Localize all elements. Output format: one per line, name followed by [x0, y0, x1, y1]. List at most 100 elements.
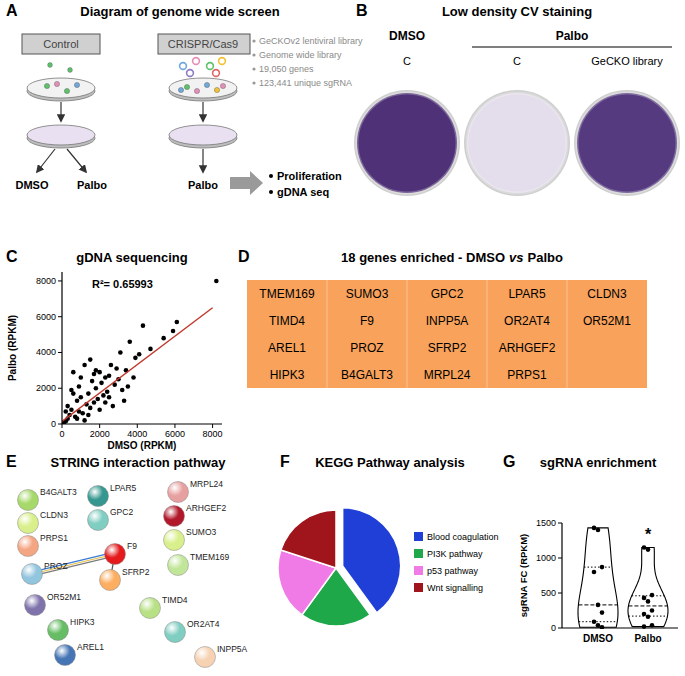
point	[71, 391, 76, 396]
gene: CLDN3	[587, 287, 627, 301]
library-info: 123,441 unique sgRNA	[259, 78, 352, 88]
cell	[214, 87, 219, 92]
gene: PROZ	[350, 341, 383, 355]
well-rim	[464, 90, 570, 196]
point	[126, 384, 131, 389]
node-label: ARHGEF2	[186, 503, 226, 513]
table-divider	[487, 280, 488, 388]
point	[77, 384, 82, 389]
node	[18, 536, 39, 557]
panel-label: D	[238, 248, 250, 265]
node-label: TIMD4	[162, 595, 188, 605]
legend-label: Blood coagulation	[427, 532, 499, 542]
node	[25, 595, 46, 616]
panel-label: G	[503, 453, 515, 470]
node-label: PROZ	[44, 561, 68, 571]
y-tick	[58, 280, 62, 281]
quartile-line	[579, 621, 618, 622]
point	[88, 357, 93, 362]
violin	[628, 548, 668, 627]
group-header: Palbo	[556, 29, 589, 43]
y-tick	[58, 352, 62, 353]
y-tick-label: 0	[551, 623, 556, 633]
point	[642, 624, 647, 629]
x-tick-label: 2000	[90, 429, 110, 439]
point	[122, 398, 127, 403]
cell	[44, 83, 49, 88]
point	[646, 547, 651, 552]
panel-label: E	[6, 453, 17, 470]
panel-label: C	[6, 248, 18, 265]
readout: gDNA seq	[277, 186, 329, 198]
point	[79, 375, 84, 380]
point	[650, 593, 655, 598]
gene: TMEM169	[259, 287, 315, 301]
y-axis	[561, 523, 562, 628]
bullet	[252, 53, 255, 56]
point	[75, 398, 80, 403]
x-tick-label: 8000	[203, 429, 223, 439]
point	[650, 623, 655, 628]
node-label: HIPK3	[70, 617, 95, 627]
gene: PRPS1	[507, 368, 547, 382]
title-part: vs	[509, 250, 523, 265]
plot-area	[578, 526, 668, 629]
panel-label: F	[280, 453, 290, 470]
quartile-line	[584, 567, 612, 568]
well-rim	[574, 90, 680, 196]
box-label: Control	[43, 38, 78, 50]
point	[137, 352, 142, 357]
well-rim	[354, 90, 460, 196]
y-tick-label: 1000	[536, 553, 556, 563]
fit-line	[62, 308, 213, 422]
point	[101, 393, 106, 398]
x-axis	[62, 423, 222, 424]
point	[646, 615, 651, 620]
gene: F9	[360, 314, 374, 328]
well	[467, 93, 567, 193]
point	[596, 528, 601, 533]
point	[592, 619, 597, 624]
point	[92, 400, 97, 405]
point	[103, 400, 108, 405]
virus	[207, 63, 214, 70]
box-label: CRISPR/Cas9	[168, 38, 238, 50]
bullet	[252, 81, 255, 84]
slice	[281, 510, 336, 568]
y-tick	[558, 523, 562, 524]
gene: OR2AT4	[504, 314, 550, 328]
violin	[578, 528, 618, 627]
dish	[27, 78, 95, 98]
node	[168, 555, 189, 576]
point	[642, 612, 647, 617]
point	[86, 413, 91, 418]
point	[120, 388, 125, 393]
gene: ARHGEF2	[499, 341, 556, 355]
node-label: INPP5A	[217, 644, 248, 654]
dish	[169, 78, 237, 98]
treatment: Palbo	[188, 179, 218, 191]
point	[79, 395, 84, 400]
panel-title: STRING interaction pathway	[51, 455, 227, 470]
point	[63, 409, 68, 414]
node	[168, 482, 189, 503]
point	[642, 596, 647, 601]
cell	[54, 81, 59, 86]
y-tick	[58, 388, 62, 389]
gene: HIPK3	[270, 368, 305, 382]
panel-title: 18 genes enriched - DMSOvsPalbo	[341, 250, 563, 265]
y-tick-label: 8000	[36, 276, 56, 286]
readout: Proliferation	[277, 170, 342, 182]
panel-label: A	[6, 2, 18, 19]
gene: AREL1	[268, 341, 306, 355]
cell	[194, 88, 199, 93]
point	[82, 418, 87, 423]
figure: ABCDEFGDiagram of genome wide screenCont…	[0, 0, 685, 676]
well-shine	[467, 93, 567, 193]
cell	[184, 84, 189, 89]
node-label: GPC2	[110, 507, 133, 517]
gene: SUMO3	[346, 287, 389, 301]
bullet	[269, 174, 273, 178]
gene: TIMD4	[269, 314, 305, 328]
arrow	[60, 102, 61, 121]
